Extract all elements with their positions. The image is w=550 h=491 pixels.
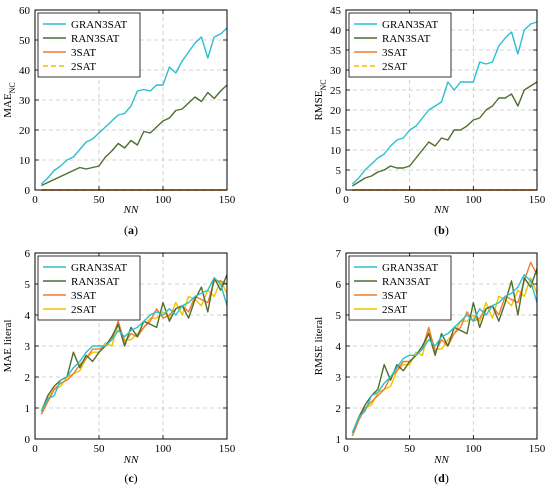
y-tick-label: 30 [19, 95, 31, 107]
y-tick-label: 15 [330, 125, 342, 137]
y-tick-label: 5 [336, 165, 342, 177]
panel-label: (d) [434, 471, 449, 485]
y-axis-label: MAE literal [2, 320, 14, 373]
y-tick-label: 5 [336, 310, 342, 322]
x-tick-label: 150 [529, 443, 546, 455]
y-tick-label: 50 [19, 35, 31, 47]
y-tick-label: 45 [330, 5, 342, 17]
series-line-ran3sat [351, 81, 538, 187]
y-tick-label: 35 [330, 45, 342, 57]
y-axis-label: RMSE literal [313, 317, 325, 375]
legend: GRAN3SAT RAN3SAT 3SAT 2SAT [348, 12, 452, 78]
y-axis-label: RMSENC [313, 79, 328, 120]
y-tick-label: 30 [330, 65, 342, 77]
series-line-ran3sat [41, 84, 228, 187]
x-tick-label: 0 [343, 194, 349, 206]
series-line-gran3sat [351, 21, 538, 185]
y-tick-label: 20 [19, 125, 31, 137]
y-tick-label: 40 [19, 65, 31, 77]
x-axis-label: NN [123, 204, 139, 216]
panel-label: (a) [124, 223, 138, 237]
y-tick-label: 4 [25, 310, 31, 322]
y-tick-label: 0 [25, 185, 31, 197]
x-tick-label: 50 [94, 194, 106, 206]
legend-label-ran3sat: RAN3SAT [71, 33, 120, 45]
legend-label-2sat: 2SAT [71, 304, 96, 316]
legend: GRAN3SAT RAN3SAT 3SAT 2SAT [37, 12, 141, 78]
legend-label-ran3sat: RAN3SAT [382, 33, 431, 45]
x-tick-label: 100 [465, 443, 482, 455]
y-tick-label: 6 [336, 279, 342, 291]
plot-frame [345, 9, 538, 191]
y-tick-label: 4 [336, 341, 342, 353]
panel-label: (b) [434, 223, 449, 237]
x-axis-label: NN [433, 204, 449, 216]
chart-3: 0 50 100 150 1 2 3 4 5 6 7 NN RMSE literal GRAN3SAT RA… [313, 248, 546, 485]
y-tick-label: 10 [330, 145, 342, 157]
y-tick-label: 0 [336, 185, 342, 197]
x-tick-label: 100 [465, 194, 482, 206]
series-line-gran3sat [40, 277, 228, 412]
y-tick-label: 40 [330, 25, 342, 37]
x-axis-label: NN [123, 454, 139, 466]
series-line-gran3sat [40, 27, 228, 185]
legend-label-gran3sat: GRAN3SAT [71, 19, 128, 31]
y-tick-label: 0 [25, 434, 31, 446]
legend-label-3sat: 3SAT [382, 47, 407, 59]
x-tick-label: 100 [155, 443, 172, 455]
legend: GRAN3SAT RAN3SAT 3SAT 2SAT [37, 255, 141, 321]
y-tick-label: 3 [336, 372, 342, 384]
panel-label: (c) [124, 471, 137, 485]
series-line-ran3sat [351, 268, 538, 434]
y-tick-label: 5 [25, 279, 31, 291]
legend-label-ran3sat: RAN3SAT [71, 276, 120, 288]
x-tick-label: 150 [529, 194, 546, 206]
series-line-gran3sat [351, 274, 538, 434]
x-tick-label: 50 [94, 443, 106, 455]
y-tick-label: 1 [336, 434, 342, 446]
x-axis-label: NN [433, 454, 449, 466]
legend-label-2sat: 2SAT [382, 61, 407, 73]
legend: GRAN3SAT RAN3SAT 3SAT 2SAT [348, 255, 452, 321]
legend-label-2sat: 2SAT [382, 304, 407, 316]
series-line-ran3sat [40, 274, 228, 412]
x-tick-label: 0 [32, 443, 38, 455]
y-tick-label: 6 [25, 248, 31, 260]
y-tick-label: 7 [336, 248, 342, 260]
x-tick-label: 50 [404, 443, 416, 455]
legend-label-3sat: 3SAT [382, 290, 407, 302]
legend-label-2sat: 2SAT [71, 61, 96, 73]
y-tick-label: 10 [19, 155, 31, 167]
x-tick-label: 150 [219, 443, 236, 455]
y-tick-label: 2 [25, 372, 31, 384]
chart-2: 0 50 100 150 0 1 2 3 4 5 6 NN MAE literal GRAN3SAT RAN… [2, 248, 236, 485]
y-tick-label: 25 [330, 85, 342, 97]
y-axis-label: MAENC [2, 82, 17, 118]
x-tick-label: 0 [343, 443, 349, 455]
chart-1: 0 50 100 150 0 5 10 15 20 25 30 35 40 45 NN RMSENC GRAN3… [313, 5, 546, 237]
legend-label-gran3sat: GRAN3SAT [71, 262, 128, 274]
legend-label-3sat: 3SAT [71, 47, 96, 59]
y-tick-label: 3 [25, 341, 31, 353]
x-tick-label: 150 [219, 194, 236, 206]
legend-label-ran3sat: RAN3SAT [382, 276, 431, 288]
y-tick-label: 20 [330, 105, 342, 117]
y-tick-label: 1 [25, 403, 31, 415]
x-tick-label: 50 [404, 194, 416, 206]
y-tick-label: 60 [19, 5, 31, 17]
legend-label-gran3sat: GRAN3SAT [382, 19, 439, 31]
x-tick-label: 0 [32, 194, 38, 206]
x-tick-label: 100 [155, 194, 172, 206]
legend-label-3sat: 3SAT [71, 290, 96, 302]
chart-0: 0 50 100 150 0 10 20 30 40 50 60 NN MAENC GRAN3SAT RAN… [2, 5, 236, 237]
legend-label-gran3sat: GRAN3SAT [382, 262, 439, 274]
y-tick-label: 2 [336, 403, 342, 415]
